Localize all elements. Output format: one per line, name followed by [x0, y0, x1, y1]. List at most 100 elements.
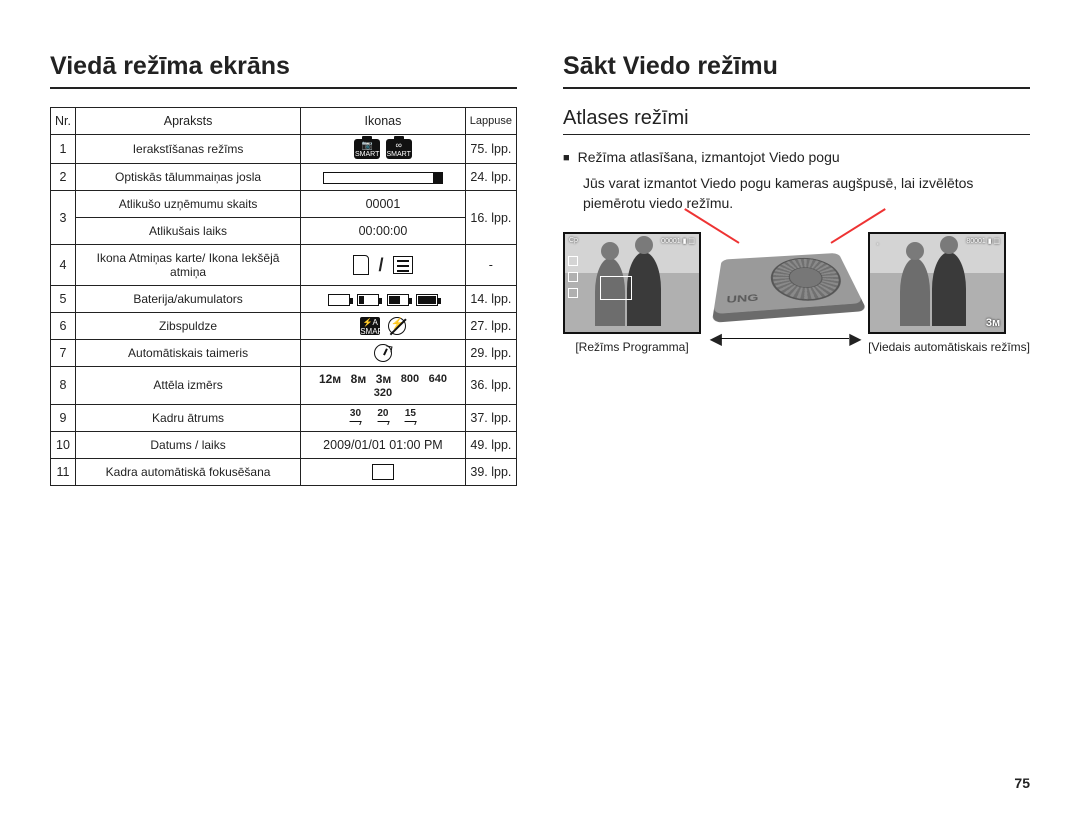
cell-desc: Ierakstīšanas režīms — [75, 135, 300, 164]
battery-2-icon — [387, 294, 409, 306]
dial-block: UNG ◀▶ — [710, 237, 860, 349]
cell-nr: 7 — [51, 340, 76, 367]
sd-card-icon — [353, 255, 369, 275]
dial-brand-text: UNG — [725, 292, 758, 305]
table-row: 4 Ikona Atmiņas karte/ Ikona Iekšējā atm… — [51, 245, 517, 286]
th-page: Lappuse — [465, 108, 516, 135]
table-row: 2 Optiskās tālummaiņas josla 24. lpp. — [51, 164, 517, 191]
table-row: 5 Baterija/akumulators 14. lpp. — [51, 286, 517, 313]
bullet-square-icon: ■ — [563, 149, 570, 167]
cell-page: 16. lpp. — [465, 191, 516, 245]
table-row: 7 Automātiskais taimeris 29. lpp. — [51, 340, 517, 367]
cell-nr: 9 — [51, 404, 76, 431]
af-bracket-icon — [600, 276, 632, 300]
cell-desc: Atlikušo uzņēmumu skaits — [75, 191, 300, 218]
table-row: 8 Attēla izmērs 12ᴍ 8ᴍ 3ᴍ 800 640 320 36… — [51, 367, 517, 405]
cell-page: 29. lpp. — [465, 340, 516, 367]
table-row: 6 Zibspuldze ⚡ASMART 27. lpp. — [51, 313, 517, 340]
right-title: Sākt Viedo režīmu — [563, 52, 1030, 89]
fps-20-icon: 20 — [374, 409, 392, 426]
mode-dial-icon: UNG — [713, 252, 863, 313]
table-row: 9 Kadru ātrums 30 20 15 37. lpp. — [51, 404, 517, 431]
th-icons: Ikonas — [301, 108, 466, 135]
smart-auto-screen: ⢀ 80001 ▮ ▥ 3ᴍ — [868, 232, 1006, 334]
right-column: Sākt Viedo režīmu Atlases režīmi ■ Režīm… — [563, 52, 1030, 486]
osd-size-text: 3ᴍ — [986, 317, 1000, 329]
smart-auto-caption: [Viedais automātiskais režīms] — [868, 340, 1030, 354]
table-row: 1 Ierakstīšanas režīms 📷SMART ∞SMART 75.… — [51, 135, 517, 164]
size-320-icon: 320 — [374, 387, 392, 399]
cell-page: 37. lpp. — [465, 404, 516, 431]
cell-icons: ⚡ASMART — [301, 313, 466, 340]
double-arrow-icon: ◀▶ — [710, 329, 860, 349]
size-800-icon: 800 — [401, 373, 419, 385]
cell-nr: 3 — [51, 191, 76, 245]
left-title: Viedā režīma ekrāns — [50, 52, 517, 89]
cell-desc: Zibspuldze — [75, 313, 300, 340]
cell-page: 36. lpp. — [465, 367, 516, 405]
right-subtitle: Atlases režīmi — [563, 107, 1030, 135]
cell-nr: 5 — [51, 286, 76, 313]
size-8m-icon: 8ᴍ — [351, 372, 367, 386]
cell-icons — [301, 164, 466, 191]
program-mode-block: Cp 00001 ▮ ▥ [Režīms Programma] — [563, 232, 701, 354]
cell-icons: 12ᴍ 8ᴍ 3ᴍ 800 640 320 — [301, 367, 466, 405]
cell-nr: 6 — [51, 313, 76, 340]
cell-icons: 30 20 15 — [301, 404, 466, 431]
cell-page: - — [465, 245, 516, 286]
size-640-icon: 640 — [429, 373, 447, 385]
camera-smart-b-icon: ∞SMART — [386, 139, 412, 159]
cell-nr: 4 — [51, 245, 76, 286]
cell-icons — [301, 286, 466, 313]
fps-30-icon: 30 — [346, 409, 364, 426]
cell-desc: Attēla izmērs — [75, 367, 300, 405]
cell-desc: Baterija/akumulators — [75, 286, 300, 313]
battery-3-icon — [416, 294, 438, 306]
cell-page: 27. lpp. — [465, 313, 516, 340]
cell-nr: 11 — [51, 458, 76, 485]
zoom-bar-icon — [323, 172, 443, 184]
left-column: Viedā režīma ekrāns Nr. Apraksts Ikonas … — [50, 52, 517, 486]
th-desc: Apraksts — [75, 108, 300, 135]
program-mode-screen: Cp 00001 ▮ ▥ — [563, 232, 701, 334]
cell-page: 14. lpp. — [465, 286, 516, 313]
cell-nr: 8 — [51, 367, 76, 405]
self-timer-icon — [374, 344, 392, 362]
size-3m-icon: 3ᴍ — [376, 372, 392, 386]
fps-15-icon: 15 — [401, 409, 419, 426]
af-frame-icon — [372, 464, 394, 480]
size-12m-icon: 12ᴍ — [319, 372, 341, 386]
osd-left-icons — [568, 256, 578, 298]
table-row: 10 Datums / laiks 2009/01/01 01:00 PM 49… — [51, 431, 517, 458]
flash-auto-icon: ⚡ASMART — [360, 317, 380, 335]
flash-off-icon — [388, 317, 406, 335]
cell-icons: 2009/01/01 01:00 PM — [301, 431, 466, 458]
cell-desc: Ikona Atmiņas karte/ Ikona Iekšējā atmiņ… — [75, 245, 300, 286]
cell-nr: 2 — [51, 164, 76, 191]
camera-smart-a-icon: 📷SMART — [354, 139, 380, 159]
cell-page: 75. lpp. — [465, 135, 516, 164]
cell-page: 49. lpp. — [465, 431, 516, 458]
table-row: 11 Kadra automātiskā fokusēšana 39. lpp. — [51, 458, 517, 485]
battery-1-icon — [357, 294, 379, 306]
slash-icon: / — [378, 255, 383, 275]
cell-desc: Datums / laiks — [75, 431, 300, 458]
table-row: 3 Atlikušo uzņēmumu skaits 00001 16. lpp… — [51, 191, 517, 218]
bullet-line: ■ Režīma atlasīšana, izmantojot Viedo po… — [563, 149, 1030, 167]
cell-icons: / — [301, 245, 466, 286]
cell-desc: Atlikušais laiks — [75, 218, 300, 245]
osd-status-text: 00001 ▮ ▥ — [661, 237, 695, 245]
program-mode-caption: [Režīms Programma] — [563, 340, 701, 354]
cell-desc: Optiskās tālummaiņas josla — [75, 164, 300, 191]
th-nr: Nr. — [51, 108, 76, 135]
bullet-text: Režīma atlasīšana, izmantojot Viedo pogu — [578, 149, 840, 165]
body-text: Jūs varat izmantot Viedo pogu kameras au… — [583, 173, 1030, 214]
osd-mode-icon: ⢀ — [874, 237, 879, 245]
cell-nr: 10 — [51, 431, 76, 458]
page-number: 75 — [1014, 775, 1030, 791]
screens-row: Cp 00001 ▮ ▥ [Režīms Programma] UNG — [563, 232, 1030, 354]
cell-desc: Automātiskais taimeris — [75, 340, 300, 367]
reference-table: Nr. Apraksts Ikonas Lappuse 1 Ierakstīša… — [50, 107, 517, 486]
cell-icons — [301, 458, 466, 485]
table-row: Atlikušais laiks 00:00:00 — [51, 218, 517, 245]
